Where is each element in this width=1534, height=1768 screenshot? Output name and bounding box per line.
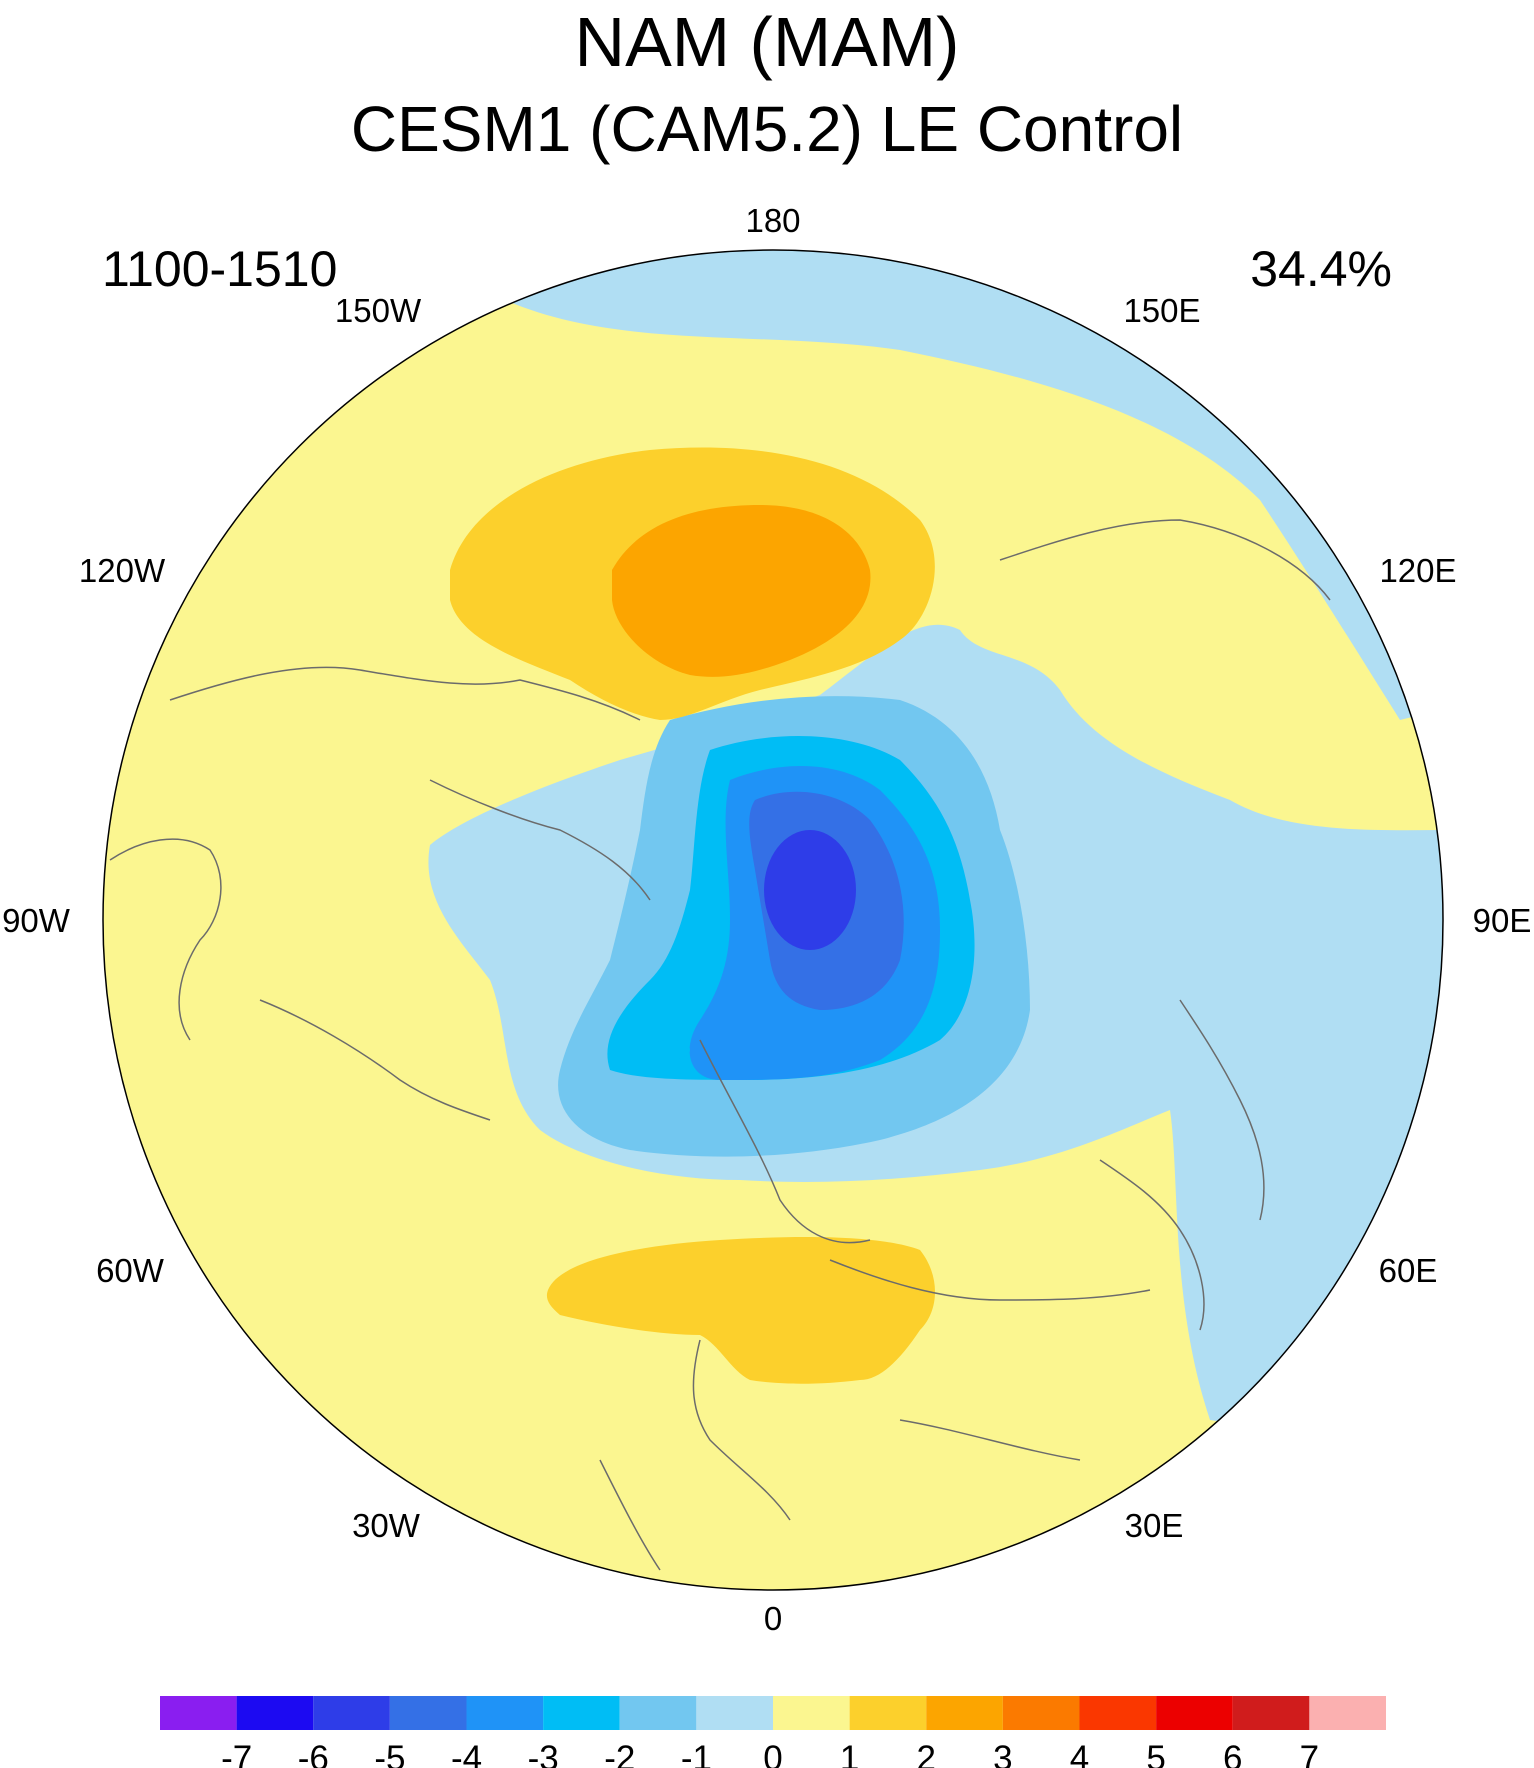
colorbar-tick-label: 4 <box>1070 1739 1089 1768</box>
field-atlantic-positive-1-to-2 <box>546 1237 935 1384</box>
colorbar-tick-label: -6 <box>298 1739 329 1768</box>
map-title: NAM (MAM) <box>574 3 960 81</box>
lon-label-60e: 60E <box>1379 1252 1438 1289</box>
colorbar: -7 -6 -5 -4 -3 -2 -1 0 1 2 3 4 5 6 7 <box>160 1696 1386 1768</box>
colorbar-swatch <box>1079 1696 1157 1730</box>
lon-label-30w: 30W <box>352 1507 421 1544</box>
field-minus6-to-minus5 <box>764 830 856 950</box>
colorbar-swatch <box>926 1696 1003 1730</box>
lon-label-180: 180 <box>745 202 800 239</box>
colorbar-tick-label: -1 <box>681 1739 712 1768</box>
colorbar-swatch <box>696 1696 773 1730</box>
variance-explained-label: 34.4% <box>1250 241 1392 297</box>
lon-label-150w: 150W <box>335 292 422 329</box>
period-label: 1100-1510 <box>102 241 338 297</box>
colorbar-swatch <box>1309 1696 1386 1730</box>
map-subtitle: CESM1 (CAM5.2) LE Control <box>350 93 1184 165</box>
colorbar-tick-label: 3 <box>993 1739 1012 1768</box>
lon-label-150e: 150E <box>1123 292 1200 329</box>
colorbar-tick-label: -7 <box>221 1739 252 1768</box>
colorbar-swatch <box>543 1696 620 1730</box>
map-boundary <box>102 249 1444 1591</box>
lon-label-120e: 120E <box>1379 552 1456 589</box>
lon-label-90e: 90E <box>1473 902 1532 939</box>
colorbar-swatch <box>1002 1696 1080 1730</box>
lon-label-120w: 120W <box>79 552 166 589</box>
lon-label-90w: 90W <box>2 902 71 939</box>
colorbar-swatch <box>619 1696 697 1730</box>
map-field <box>103 250 1443 1590</box>
colorbar-tick-label: 2 <box>917 1739 936 1768</box>
colorbar-swatch <box>160 1696 237 1730</box>
colorbar-swatch <box>236 1696 314 1730</box>
field-pacific-positive-2-to-3 <box>612 505 871 677</box>
colorbar-swatch <box>1156 1696 1233 1730</box>
lon-label-0: 0 <box>764 1600 782 1637</box>
colorbar-tick-label: 7 <box>1300 1739 1319 1768</box>
colorbar-swatch <box>773 1696 850 1730</box>
colorbar-swatch <box>849 1696 927 1730</box>
colorbar-swatch <box>313 1696 390 1730</box>
colorbar-swatch <box>1232 1696 1310 1730</box>
colorbar-tick-label: -3 <box>528 1739 559 1768</box>
colorbar-tick-label: -5 <box>374 1739 405 1768</box>
field-east-asia-negative <box>1201 830 1443 1150</box>
lon-label-60w: 60W <box>96 1252 165 1289</box>
colorbar-tick-label: 5 <box>1146 1739 1165 1768</box>
colorbar-swatch <box>389 1696 467 1730</box>
colorbar-tick-label: 0 <box>763 1739 782 1768</box>
colorbar-tick-label: -2 <box>604 1739 635 1768</box>
colorbar-tick-label: 6 <box>1223 1739 1242 1768</box>
coastlines <box>109 519 1331 1571</box>
field-minus3-patch <box>650 1040 690 1060</box>
lon-label-30e: 30E <box>1125 1507 1184 1544</box>
colorbar-swatch <box>466 1696 544 1730</box>
colorbar-tick-label: -4 <box>451 1739 482 1768</box>
colorbar-tick-label: 1 <box>840 1739 859 1768</box>
